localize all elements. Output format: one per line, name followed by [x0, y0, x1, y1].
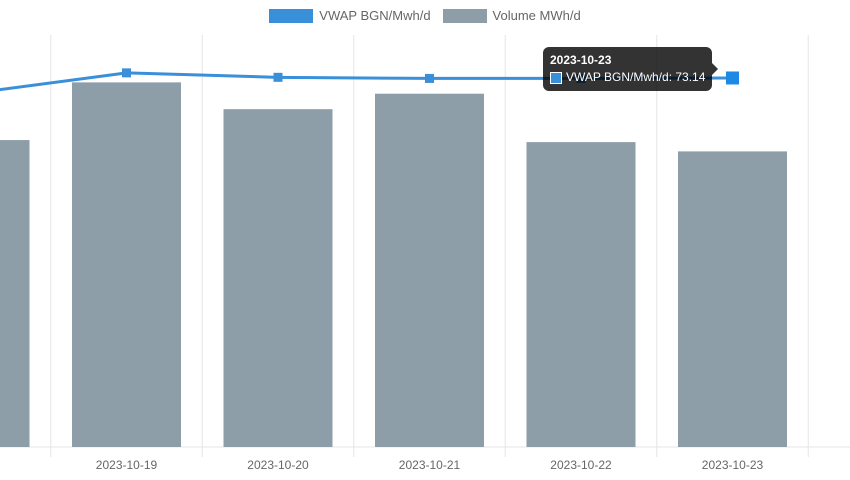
- legend-swatch-vwap: [269, 8, 314, 23]
- point-vwap-2023-10-21: [425, 73, 434, 83]
- legend-item-vwap[interactable]: VWAP BGN/Mwh/d: [269, 8, 431, 23]
- chart-tooltip: 2023-10-23 VWAP BGN/Mwh/d: 73.14: [543, 47, 719, 91]
- tooltip-row: VWAP BGN/Mwh/d: 73.14: [550, 69, 705, 86]
- point-vwap-2023-10-20: [273, 72, 283, 82]
- x-tick-label: 2023-10-19: [96, 458, 158, 472]
- x-tick-label: 2023-10-22: [550, 458, 612, 472]
- legend-label-vwap: VWAP BGN/Mwh/d: [319, 8, 431, 23]
- bar-volume-2023-10-18: [0, 140, 30, 447]
- legend-item-volume[interactable]: Volume MWh/d: [442, 8, 581, 23]
- x-tick-label: 2023-10-21: [399, 458, 461, 472]
- chart-legend: VWAP BGN/Mwh/d Volume MWh/d: [0, 8, 850, 23]
- bar-volume-2023-10-23: [678, 151, 787, 447]
- bar-volume-2023-10-19: [72, 82, 181, 447]
- point-vwap-2023-10-19: [122, 68, 131, 78]
- x-tick-label: 2023-10-20: [247, 458, 309, 472]
- legend-label-volume: Volume MWh/d: [492, 8, 581, 23]
- bar-volume-2023-10-21: [375, 93, 484, 448]
- tooltip-label: VWAP BGN/Mwh/d: 73.14: [566, 70, 706, 84]
- tooltip-title: 2023-10-23: [550, 53, 612, 67]
- legend-swatch-volume: [442, 8, 487, 23]
- x-tick-label: 2023-10-23: [702, 458, 764, 472]
- bar-volume-2023-10-20: [223, 109, 333, 447]
- point-vwap-2023-10-23: [726, 71, 739, 85]
- tooltip-swatch: [550, 71, 562, 84]
- bar-volume-2023-10-22: [526, 142, 636, 447]
